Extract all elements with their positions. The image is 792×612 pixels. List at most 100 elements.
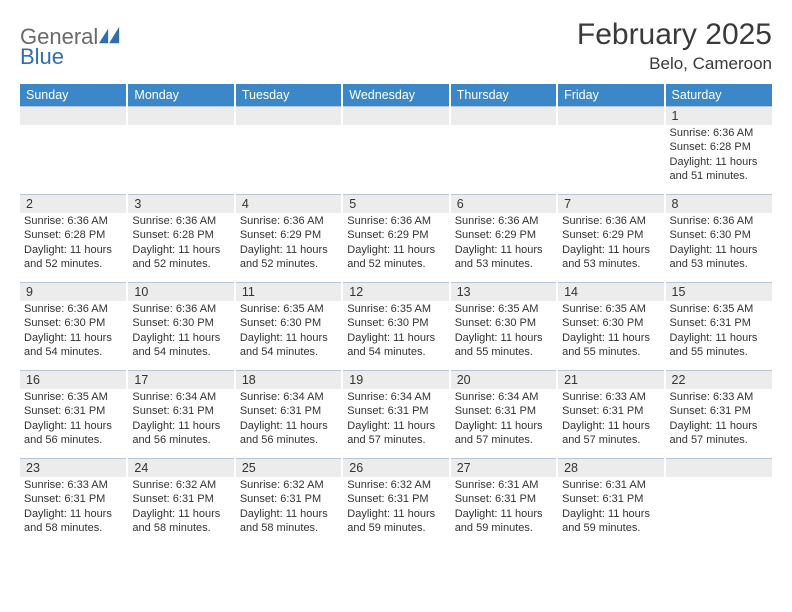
day-number: 16 bbox=[20, 371, 126, 389]
day-detail-line: Sunrise: 6:35 AM bbox=[670, 302, 768, 316]
calendar-cell: 6Sunrise: 6:36 AMSunset: 6:29 PMDaylight… bbox=[450, 195, 557, 283]
day-detail-line: Sunrise: 6:33 AM bbox=[24, 478, 122, 492]
day-details: Sunrise: 6:35 AMSunset: 6:30 PMDaylight:… bbox=[451, 301, 556, 361]
day-number: 21 bbox=[558, 371, 663, 389]
day-details: Sunrise: 6:35 AMSunset: 6:31 PMDaylight:… bbox=[666, 301, 772, 361]
day-detail-line: Sunrise: 6:36 AM bbox=[455, 214, 552, 228]
logo-text: General Blue bbox=[20, 24, 121, 67]
calendar-cell: 27Sunrise: 6:31 AMSunset: 6:31 PMDayligh… bbox=[450, 459, 557, 547]
day-detail-line: Daylight: 11 hours and 52 minutes. bbox=[132, 243, 229, 272]
day-detail-line: Sunset: 6:31 PM bbox=[347, 404, 444, 418]
day-detail-line: Sunset: 6:30 PM bbox=[24, 316, 122, 330]
calendar-week-row: 23Sunrise: 6:33 AMSunset: 6:31 PMDayligh… bbox=[20, 459, 772, 547]
day-detail-line: Daylight: 11 hours and 57 minutes. bbox=[562, 419, 659, 448]
day-detail-line: Sunrise: 6:35 AM bbox=[455, 302, 552, 316]
calendar-cell: 23Sunrise: 6:33 AMSunset: 6:31 PMDayligh… bbox=[20, 459, 127, 547]
day-detail-line: Sunrise: 6:33 AM bbox=[670, 390, 768, 404]
day-number bbox=[343, 107, 448, 125]
day-detail-line: Sunset: 6:31 PM bbox=[455, 492, 552, 506]
calendar-cell: 15Sunrise: 6:35 AMSunset: 6:31 PMDayligh… bbox=[665, 283, 772, 371]
day-detail-line: Daylight: 11 hours and 53 minutes. bbox=[455, 243, 552, 272]
weekday-header: Sunday bbox=[20, 84, 127, 107]
day-detail-line: Sunrise: 6:36 AM bbox=[24, 214, 122, 228]
day-detail-line: Sunset: 6:30 PM bbox=[132, 316, 229, 330]
day-detail-line: Sunrise: 6:36 AM bbox=[24, 302, 122, 316]
day-details: Sunrise: 6:36 AMSunset: 6:29 PMDaylight:… bbox=[558, 213, 663, 273]
day-details: Sunrise: 6:35 AMSunset: 6:30 PMDaylight:… bbox=[236, 301, 341, 361]
day-number: 1 bbox=[666, 107, 772, 125]
day-detail-line: Sunset: 6:31 PM bbox=[24, 492, 122, 506]
day-detail-line: Daylight: 11 hours and 59 minutes. bbox=[562, 507, 659, 536]
calendar-cell: 24Sunrise: 6:32 AMSunset: 6:31 PMDayligh… bbox=[127, 459, 234, 547]
calendar-cell bbox=[557, 107, 664, 195]
calendar-cell: 4Sunrise: 6:36 AMSunset: 6:29 PMDaylight… bbox=[235, 195, 342, 283]
day-number: 22 bbox=[666, 371, 772, 389]
day-details: Sunrise: 6:36 AMSunset: 6:28 PMDaylight:… bbox=[128, 213, 233, 273]
day-detail-line: Sunrise: 6:35 AM bbox=[562, 302, 659, 316]
day-details: Sunrise: 6:33 AMSunset: 6:31 PMDaylight:… bbox=[558, 389, 663, 449]
day-detail-line: Daylight: 11 hours and 51 minutes. bbox=[670, 155, 768, 184]
calendar-cell: 9Sunrise: 6:36 AMSunset: 6:30 PMDaylight… bbox=[20, 283, 127, 371]
day-number bbox=[666, 459, 772, 477]
calendar-cell: 2Sunrise: 6:36 AMSunset: 6:28 PMDaylight… bbox=[20, 195, 127, 283]
day-detail-line: Sunset: 6:31 PM bbox=[347, 492, 444, 506]
weekday-header-row: Sunday Monday Tuesday Wednesday Thursday… bbox=[20, 84, 772, 107]
weekday-header: Tuesday bbox=[235, 84, 342, 107]
calendar-page: General Blue February 2025 Belo, Cameroo… bbox=[0, 0, 792, 557]
logo-word2: Blue bbox=[20, 44, 64, 69]
day-number bbox=[128, 107, 233, 125]
day-detail-line: Daylight: 11 hours and 54 minutes. bbox=[240, 331, 337, 360]
day-detail-line: Sunrise: 6:34 AM bbox=[455, 390, 552, 404]
day-details: Sunrise: 6:32 AMSunset: 6:31 PMDaylight:… bbox=[128, 477, 233, 537]
day-detail-line: Daylight: 11 hours and 52 minutes. bbox=[240, 243, 337, 272]
calendar-cell: 25Sunrise: 6:32 AMSunset: 6:31 PMDayligh… bbox=[235, 459, 342, 547]
calendar-cell: 14Sunrise: 6:35 AMSunset: 6:30 PMDayligh… bbox=[557, 283, 664, 371]
day-detail-line: Daylight: 11 hours and 55 minutes. bbox=[562, 331, 659, 360]
calendar-cell bbox=[342, 107, 449, 195]
calendar-cell bbox=[665, 459, 772, 547]
day-number: 23 bbox=[20, 459, 126, 477]
day-number bbox=[558, 107, 663, 125]
day-detail-line: Sunset: 6:30 PM bbox=[562, 316, 659, 330]
day-detail-line: Sunset: 6:30 PM bbox=[347, 316, 444, 330]
day-detail-line: Sunrise: 6:35 AM bbox=[24, 390, 122, 404]
day-number: 13 bbox=[451, 283, 556, 301]
day-details: Sunrise: 6:35 AMSunset: 6:30 PMDaylight:… bbox=[558, 301, 663, 361]
logo: General Blue bbox=[20, 18, 121, 67]
day-detail-line: Daylight: 11 hours and 56 minutes. bbox=[240, 419, 337, 448]
day-details: Sunrise: 6:32 AMSunset: 6:31 PMDaylight:… bbox=[343, 477, 448, 537]
day-number: 4 bbox=[236, 195, 341, 213]
day-detail-line: Sunrise: 6:35 AM bbox=[347, 302, 444, 316]
day-number: 10 bbox=[128, 283, 233, 301]
calendar-cell: 5Sunrise: 6:36 AMSunset: 6:29 PMDaylight… bbox=[342, 195, 449, 283]
calendar-week-row: 9Sunrise: 6:36 AMSunset: 6:30 PMDaylight… bbox=[20, 283, 772, 371]
calendar-cell: 19Sunrise: 6:34 AMSunset: 6:31 PMDayligh… bbox=[342, 371, 449, 459]
calendar-cell bbox=[127, 107, 234, 195]
day-number: 7 bbox=[558, 195, 663, 213]
day-detail-line: Sunrise: 6:34 AM bbox=[240, 390, 337, 404]
day-number: 18 bbox=[236, 371, 341, 389]
day-details: Sunrise: 6:33 AMSunset: 6:31 PMDaylight:… bbox=[20, 477, 126, 537]
day-detail-line: Daylight: 11 hours and 57 minutes. bbox=[455, 419, 552, 448]
day-number: 27 bbox=[451, 459, 556, 477]
day-detail-line: Daylight: 11 hours and 53 minutes. bbox=[670, 243, 768, 272]
flag-icon bbox=[99, 26, 121, 44]
day-details: Sunrise: 6:32 AMSunset: 6:31 PMDaylight:… bbox=[236, 477, 341, 537]
day-details: Sunrise: 6:36 AMSunset: 6:29 PMDaylight:… bbox=[451, 213, 556, 273]
day-detail-line: Daylight: 11 hours and 59 minutes. bbox=[347, 507, 444, 536]
day-details: Sunrise: 6:34 AMSunset: 6:31 PMDaylight:… bbox=[236, 389, 341, 449]
day-details: Sunrise: 6:36 AMSunset: 6:30 PMDaylight:… bbox=[128, 301, 233, 361]
day-number: 11 bbox=[236, 283, 341, 301]
day-detail-line: Sunrise: 6:31 AM bbox=[455, 478, 552, 492]
day-detail-line: Sunset: 6:29 PM bbox=[562, 228, 659, 242]
day-number: 14 bbox=[558, 283, 663, 301]
day-detail-line: Sunrise: 6:36 AM bbox=[240, 214, 337, 228]
calendar-cell bbox=[235, 107, 342, 195]
day-detail-line: Sunset: 6:31 PM bbox=[670, 316, 768, 330]
day-number: 28 bbox=[558, 459, 663, 477]
calendar-cell: 8Sunrise: 6:36 AMSunset: 6:30 PMDaylight… bbox=[665, 195, 772, 283]
day-detail-line: Sunrise: 6:32 AM bbox=[240, 478, 337, 492]
day-detail-line: Sunset: 6:28 PM bbox=[24, 228, 122, 242]
calendar-cell: 20Sunrise: 6:34 AMSunset: 6:31 PMDayligh… bbox=[450, 371, 557, 459]
day-number: 3 bbox=[128, 195, 233, 213]
